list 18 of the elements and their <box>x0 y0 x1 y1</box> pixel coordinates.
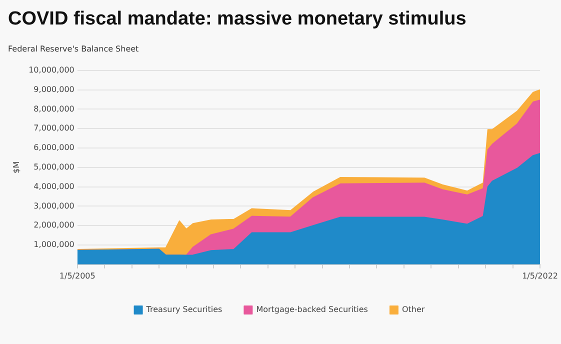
y-tick-label: 8,000,000 <box>34 104 74 114</box>
legend-label: Treasury Securities <box>145 305 222 314</box>
y-tick-label: 9,000,000 <box>34 84 74 94</box>
y-tick-label: 2,000,000 <box>34 220 74 230</box>
chart-title: COVID fiscal mandate: massive monetary stimulus <box>8 8 466 30</box>
y-tick-label: 3,000,000 <box>34 201 74 210</box>
y-axis-title: $M <box>12 161 21 174</box>
y-tick-label: 1,000,000 <box>34 240 74 250</box>
chart-subtitle: Federal Reserve's Balance Sheet <box>8 44 139 54</box>
x-tick-label: 1/5/2022 <box>522 271 558 280</box>
y-tick-label: 4,000,000 <box>34 182 74 191</box>
y-tick-label: 6,000,000 <box>34 143 74 152</box>
y-tick-label: 10,000,000 <box>28 65 74 74</box>
x-tick-label: 1/5/2005 <box>59 271 96 280</box>
y-tick-label: 5,000,000 <box>34 162 74 172</box>
legend-label: Other <box>402 305 426 314</box>
legend-label: Mortgage-backed Securities <box>256 305 368 314</box>
y-tick-label: 7,000,000 <box>34 124 74 133</box>
